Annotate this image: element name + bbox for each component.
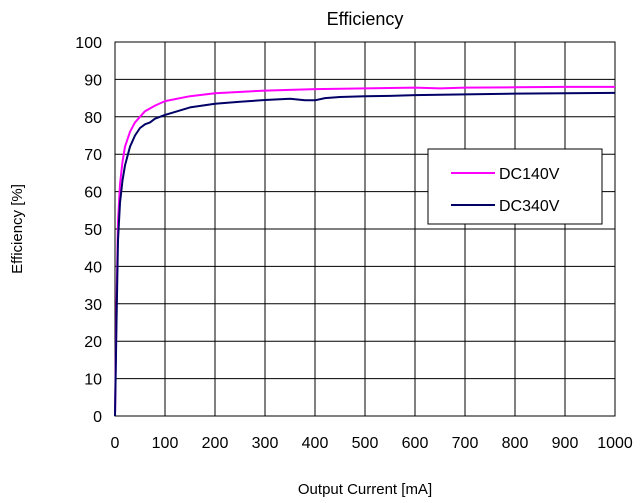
x-tick-label: 300 [252,435,279,452]
legend-label-dc340v: DC340V [499,198,560,215]
plot-area-border [114,41,616,417]
y-tick-label: 90 [84,72,102,89]
legend-label-dc140v: DC140V [499,166,560,183]
legend: DC140V DC340V [427,148,603,225]
y-axis-label: Efficiency [%] [9,184,26,274]
chart-title: Efficiency [327,9,404,29]
x-tick-label: 800 [502,435,529,452]
series-line-dc140v [114,85,615,417]
x-tick-label: 0 [111,435,120,452]
y-tick-labels: 0 10 20 30 40 50 60 70 80 90 100 [75,35,102,426]
y-tick-label: 40 [84,259,102,276]
x-tick-label: 500 [352,435,379,452]
x-tick-label: 600 [402,435,429,452]
legend-box [427,148,603,225]
y-tick-label: 30 [84,297,102,314]
x-tick-labels: 0 100 200 300 400 500 600 700 800 900 1000 [111,435,633,452]
x-tick-label: 900 [552,435,579,452]
y-tick-label: 0 [93,409,102,426]
series-lines [114,85,616,417]
x-tick-label: 200 [202,435,229,452]
y-tick-label: 50 [84,222,102,239]
y-tick-label: 10 [84,372,102,389]
grid-lines [114,41,616,417]
x-tick-label: 400 [302,435,329,452]
series-line-dc340v [114,91,616,417]
x-axis-label: Output Current [mA] [298,481,432,498]
y-tick-label: 60 [84,185,102,202]
y-tick-label: 70 [84,147,102,164]
y-tick-label: 20 [84,334,102,351]
x-tick-label: 1000 [597,435,633,452]
y-tick-label: 80 [84,110,102,127]
x-tick-label: 100 [152,435,179,452]
x-tick-label: 700 [452,435,479,452]
y-tick-label: 100 [75,35,102,52]
